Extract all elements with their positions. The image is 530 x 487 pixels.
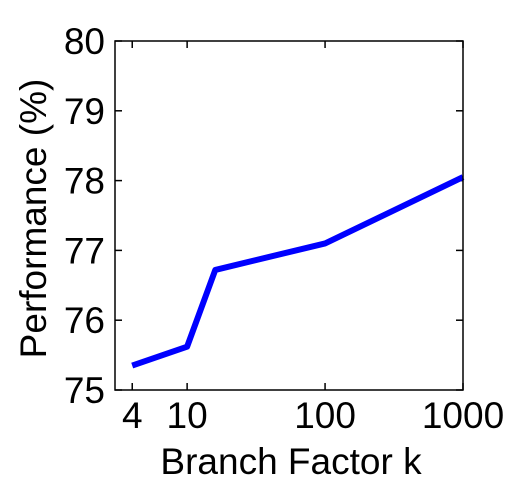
x-tick-label: 4 <box>122 395 143 436</box>
series-line-0 <box>131 174 465 369</box>
y-tick-label: 75 <box>64 370 105 411</box>
x-tick-label: 100 <box>294 395 356 436</box>
y-tick-label: 79 <box>64 91 105 132</box>
y-tick-labels: 75 76 77 78 79 80 <box>64 21 105 411</box>
y-axis-ticks <box>115 40 463 391</box>
y-tick-label: 76 <box>64 300 105 341</box>
x-axis-ticks <box>131 41 464 390</box>
x-tick-label: 10 <box>167 395 208 436</box>
x-axis-label: Branch Factor k <box>160 441 422 482</box>
y-axis-label: Performance (%) <box>13 79 54 359</box>
y-tick-label: 80 <box>64 21 105 62</box>
x-tick-label: 1000 <box>422 395 504 436</box>
y-tick-label: 78 <box>64 161 105 202</box>
series-group <box>131 174 465 369</box>
y-tick-label: 77 <box>64 230 105 271</box>
x-tick-labels: 4 10 100 1000 <box>122 395 504 436</box>
plot-frame <box>114 40 464 391</box>
